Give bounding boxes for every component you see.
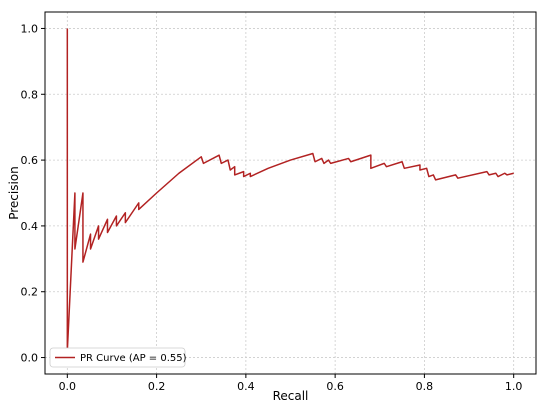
y-tick-label: 0.0 <box>21 352 39 365</box>
y-ticks: 0.0 0.2 0.4 0.6 0.8 1.0 <box>21 22 45 365</box>
x-tick-label: 0.2 <box>148 380 166 393</box>
x-ticks: 0.0 0.2 0.4 0.6 0.8 1.0 <box>59 374 523 393</box>
x-tick-label: 0.4 <box>237 380 255 393</box>
y-axis-label: Precision <box>7 166 21 220</box>
plot-frame <box>44 11 537 375</box>
y-tick-label: 0.4 <box>21 220 39 233</box>
y-tick-label: 0.6 <box>21 154 39 167</box>
pr-curve-line <box>66 28 514 352</box>
x-tick-label: 0.8 <box>416 380 434 393</box>
y-tick-label: 1.0 <box>21 22 39 35</box>
x-tick-label: 0.0 <box>59 380 77 393</box>
series-layer <box>66 28 514 352</box>
grid-layer <box>45 12 536 374</box>
x-tick-label: 1.0 <box>505 380 523 393</box>
legend[interactable]: PR Curve (AP = 0.55) <box>49 347 187 368</box>
x-tick-label: 0.6 <box>326 380 344 393</box>
legend-box <box>49 347 186 368</box>
y-tick-label: 0.8 <box>21 88 39 101</box>
y-tick-label: 0.2 <box>21 286 39 299</box>
legend-label: PR Curve (AP = 0.55) <box>80 353 187 364</box>
x-axis-label: Recall <box>273 389 309 403</box>
